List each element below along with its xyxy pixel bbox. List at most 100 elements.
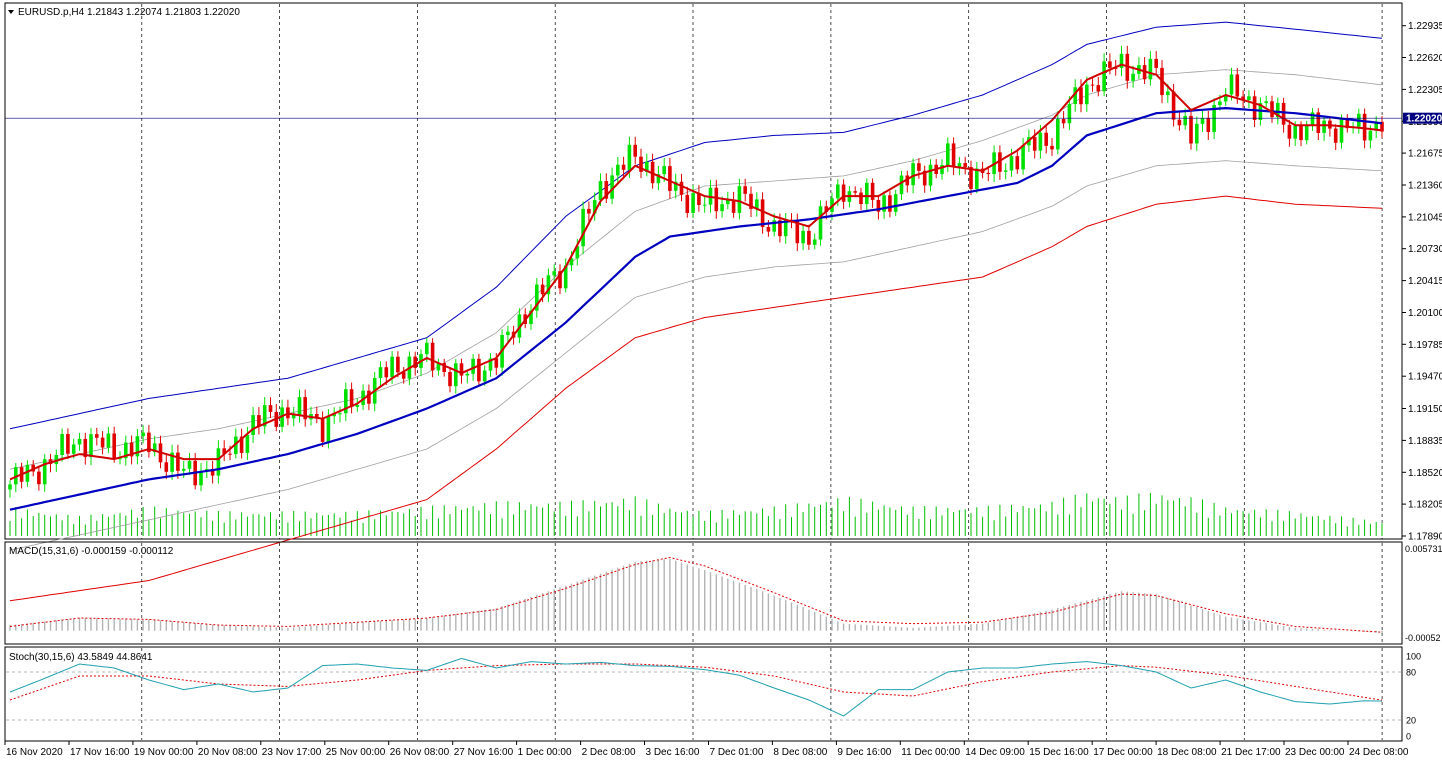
bull-candle: [234, 436, 238, 455]
price-tick-label: 1.19150: [1408, 404, 1442, 415]
price-tick-label: 1.21675: [1408, 149, 1442, 160]
bull-candle: [488, 358, 493, 371]
time-tick-label: 23 Dec 00:00: [1285, 747, 1345, 758]
bear-candle: [969, 167, 973, 189]
bear-candle: [239, 436, 244, 453]
stochastic-tick-label: 80: [1406, 668, 1416, 678]
bull-candle: [390, 356, 394, 378]
bear-candle: [1108, 61, 1112, 68]
header-dropdown-icon[interactable]: [8, 10, 14, 14]
current-price-tag-text: 1.22020: [1406, 114, 1442, 125]
bull-candle: [338, 413, 342, 415]
bear-candle: [1113, 67, 1118, 69]
bull-candle: [737, 186, 742, 213]
bull-candle: [1148, 58, 1153, 80]
bear-candle: [210, 469, 215, 476]
bull-candle: [297, 397, 302, 415]
stochastic-panel[interactable]: Stoch(30,15,6) 43.5849 44.8641 100 80 20 0: [4, 646, 1421, 742]
bear-candle: [494, 358, 499, 368]
bull-candle: [1195, 123, 1199, 144]
bull-candle: [251, 415, 255, 435]
bull-candle: [1322, 120, 1326, 133]
bear-candle: [1044, 132, 1048, 146]
bull-candle: [928, 164, 933, 186]
bear-candle: [147, 432, 151, 453]
stochastic-signal-line: [9, 663, 1383, 701]
bull-candle: [118, 458, 122, 460]
bull-candle: [627, 144, 632, 170]
bull-candle: [673, 181, 678, 191]
bull-candle: [1223, 94, 1228, 102]
time-tick-label: 26 Nov 08:00: [390, 747, 450, 758]
bull-candle: [535, 284, 539, 311]
bear-candle: [396, 356, 400, 373]
bull-candle: [581, 208, 585, 247]
macd-axis: 0.005731 -0.00052: [1405, 544, 1442, 643]
bull-candle: [1229, 74, 1234, 95]
bull-candle: [865, 182, 869, 204]
bull-candle: [181, 468, 186, 471]
stochastic-axis: 100 80 20 0: [1406, 652, 1421, 742]
stochastic-tick-label: 20: [1406, 716, 1416, 726]
macd-tick-label: -0.00052: [1405, 633, 1441, 643]
bull-candle: [801, 230, 805, 244]
bear-candle: [413, 356, 417, 368]
bear-candle: [1189, 115, 1193, 144]
bull-candle: [135, 436, 140, 457]
bull-candle: [592, 200, 597, 214]
time-axis: 16 Nov 2020 17 Nov 16:00 19 Nov 00:00 20 No…: [4, 741, 1409, 758]
time-tick-label: 9 Dec 16:00: [837, 747, 891, 758]
time-tick-label: 24 Dec 08:00: [1349, 747, 1409, 758]
band-outer-upper: [9, 21, 1383, 430]
bear-candle: [1362, 113, 1367, 141]
bull-candle: [1339, 119, 1344, 143]
macd-title: MACD(15,31,6) -0.000159 -0.000112: [9, 546, 174, 557]
bear-candle: [320, 418, 325, 442]
bear-candle: [459, 363, 464, 376]
bull-candle: [482, 370, 487, 382]
bull-candle: [1264, 101, 1268, 104]
bull-candle: [1056, 119, 1060, 150]
current-price-tag-bg: [1403, 112, 1442, 124]
macd-panel[interactable]: MACD(15,31,6) -0.000159 -0.000112 0.0057…: [4, 541, 1442, 645]
bull-candle: [1310, 112, 1315, 126]
bear-candle: [633, 144, 637, 157]
bull-candle: [1218, 101, 1222, 106]
time-tick-label: 19 Nov 00:00: [134, 747, 194, 758]
bull-candle: [1293, 126, 1297, 139]
bear-candle: [1079, 87, 1083, 105]
bear-candle: [349, 389, 354, 407]
price-panel[interactable]: EURUSD.p,H4 1.21843 1.22074 1.21803 1.22…: [4, 2, 1442, 602]
bear-candle: [448, 372, 452, 387]
stochastic-panel-frame: [4, 646, 1403, 742]
bull-candle: [344, 389, 348, 414]
bear-candle: [164, 462, 169, 472]
price-tick-label: 1.22305: [1408, 85, 1442, 96]
chart-header: EURUSD.p,H4 1.21843 1.22074 1.21803 1.22…: [8, 7, 240, 18]
bear-candle: [951, 143, 956, 168]
price-tick-label: 1.19785: [1408, 340, 1442, 351]
bull-candle: [1009, 156, 1014, 171]
bear-candle: [679, 181, 684, 195]
stochastic-tick-label: 0: [1406, 732, 1411, 742]
bull-candle: [465, 373, 470, 376]
price-tick-label: 1.19470: [1408, 372, 1442, 383]
bull-candle: [326, 416, 331, 442]
time-tick-label: 18 Dec 08:00: [1157, 747, 1217, 758]
macd-signal-line: [9, 556, 1383, 633]
bull-candle: [726, 199, 730, 205]
bull-candle: [8, 484, 12, 490]
bear-candle: [876, 199, 881, 212]
bull-candle: [893, 194, 898, 212]
bull-candle: [610, 175, 614, 199]
bull-candle: [569, 258, 574, 266]
bull-candle: [1183, 115, 1187, 126]
bull-candle: [187, 460, 192, 469]
bull-candle: [1102, 61, 1106, 92]
ma-mid-line: [9, 106, 1383, 511]
time-tick-label: 7 Dec 01:00: [710, 747, 764, 758]
bull-candle: [563, 265, 568, 289]
bear-candle: [604, 181, 609, 199]
